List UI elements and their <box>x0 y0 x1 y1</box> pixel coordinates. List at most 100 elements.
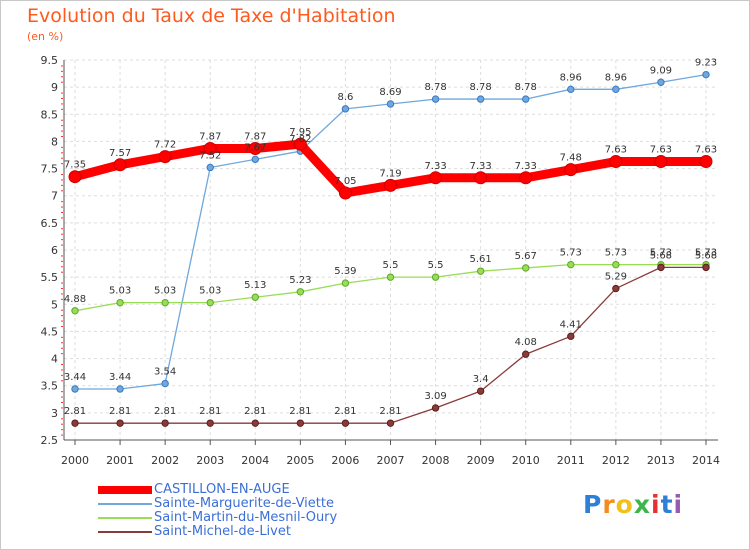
y-minor-tick <box>61 434 63 436</box>
y-minor-tick <box>61 201 63 203</box>
data-point-sainte-marguerite <box>522 95 530 103</box>
data-label-sainte-marguerite: 3.54 <box>154 367 176 378</box>
y-minor-tick <box>61 174 63 175</box>
x-tick-label: 2001 <box>106 454 134 467</box>
y-tick-label: 3 <box>51 407 58 420</box>
series-layer <box>68 70 713 427</box>
data-point-saint-michel <box>251 419 259 427</box>
y-minor-tick <box>61 146 63 148</box>
logo-letter: t <box>660 490 674 519</box>
data-point-castillon <box>384 178 397 192</box>
proxiti-logo: Proxiti <box>583 490 683 519</box>
data-point-castillon <box>68 170 82 184</box>
data-label-saint-michel: 2.81 <box>244 406 266 417</box>
data-label-sainte-marguerite: 3.44 <box>64 372 86 383</box>
data-point-sainte-marguerite <box>612 85 620 94</box>
y-minor-tick <box>61 347 63 349</box>
y-tick-label: 4.5 <box>41 325 59 338</box>
data-label-saint-martin: 5.23 <box>289 275 311 286</box>
logo-letter: i <box>673 490 684 519</box>
y-minor-tick <box>61 125 63 127</box>
y-minor-tick <box>61 320 63 322</box>
data-point-saint-martin <box>612 260 620 269</box>
data-label-sainte-marguerite: 8.78 <box>515 82 537 93</box>
data-point-castillon <box>474 171 488 185</box>
y-minor-tick <box>61 380 63 382</box>
y-minor-tick <box>61 298 63 300</box>
data-label-saint-martin: 5.39 <box>334 266 356 277</box>
data-label-saint-michel: 5.68 <box>650 250 672 261</box>
x-tick-label: 2014 <box>692 454 720 467</box>
y-tick-label: 4 <box>51 353 58 366</box>
data-point-saint-michel <box>116 419 124 427</box>
data-point-saint-martin <box>567 260 575 269</box>
y-minor-tick <box>61 255 63 257</box>
logo-letter: i <box>651 490 661 519</box>
data-label-sainte-marguerite: 8.96 <box>560 72 582 83</box>
x-tick-label: 2003 <box>196 454 224 467</box>
logo-letter: x <box>633 490 651 519</box>
data-point-sainte-marguerite <box>431 95 440 103</box>
data-point-saint-michel <box>476 387 485 395</box>
data-point-saint-martin <box>206 298 214 307</box>
y-minor-tick <box>61 429 63 431</box>
chart-subtitle: (en %) <box>27 30 64 43</box>
data-point-castillon <box>519 171 533 185</box>
data-point-sainte-marguerite <box>161 379 169 388</box>
y-minor-tick <box>61 282 63 284</box>
data-point-sainte-marguerite <box>702 70 710 79</box>
data-point-saint-michel <box>522 350 530 358</box>
legend-label-sainte-marguerite: Sainte-Marguerite-de-Viette <box>154 496 334 511</box>
y-tick-label: 8 <box>51 135 58 148</box>
x-tick-label: 2006 <box>331 454 359 467</box>
y-minor-tick <box>61 130 63 132</box>
data-point-saint-martin <box>161 298 169 307</box>
data-label-castillon: 7.48 <box>560 153 582 164</box>
y-minor-tick <box>61 260 63 262</box>
data-label-castillon: 7.95 <box>289 127 311 138</box>
data-point-saint-michel <box>161 419 169 427</box>
y-minor-tick <box>61 402 63 403</box>
data-point-sainte-marguerite <box>567 85 575 94</box>
data-label-sainte-marguerite: 7.52 <box>199 150 221 161</box>
y-minor-tick <box>61 271 63 273</box>
y-tick-label: 6.5 <box>41 217 59 230</box>
logo-letter: o <box>615 490 634 519</box>
data-label-sainte-marguerite: 7.82 <box>289 134 311 145</box>
y-minor-tick <box>61 336 63 338</box>
y-minor-tick <box>61 288 63 289</box>
data-label-saint-martin: 5.5 <box>428 260 444 271</box>
data-label-saint-michel: 2.81 <box>109 406 131 417</box>
y-minor-tick <box>61 353 63 355</box>
legend-label-saint-martin: Saint-Martin-du-Mesnil-Oury <box>154 510 338 525</box>
y-minor-tick <box>61 396 63 398</box>
data-point-castillon <box>113 158 127 172</box>
data-label-saint-martin: 4.88 <box>64 294 86 305</box>
data-label-sainte-marguerite: 9.09 <box>650 65 672 76</box>
data-point-saint-michel <box>296 419 305 427</box>
y-minor-tick <box>61 108 63 110</box>
data-label-saint-michel: 4.08 <box>515 337 537 348</box>
data-label-saint-michel: 2.81 <box>64 406 86 417</box>
data-point-castillon <box>158 150 172 164</box>
data-point-castillon <box>203 141 217 155</box>
y-minor-tick <box>61 217 63 219</box>
y-minor-tick <box>61 233 63 235</box>
data-point-saint-martin <box>296 288 305 296</box>
data-label-saint-martin: 5.13 <box>244 280 266 291</box>
data-label-castillon: 7.33 <box>424 161 446 172</box>
data-label-saint-michel: 2.81 <box>289 406 311 417</box>
data-point-saint-martin <box>522 264 530 272</box>
data-point-saint-martin <box>476 267 485 275</box>
data-label-castillon: 7.87 <box>199 131 221 142</box>
y-tick-label: 2.5 <box>41 434 59 447</box>
data-point-sainte-marguerite <box>251 155 259 164</box>
data-label-saint-martin: 5.73 <box>695 248 717 259</box>
data-label-castillon: 7.72 <box>154 140 176 151</box>
x-tick-label: 2002 <box>151 454 179 467</box>
data-point-castillon <box>338 186 352 200</box>
y-minor-tick <box>61 212 63 213</box>
data-point-saint-martin <box>251 293 259 301</box>
x-tick-label: 2012 <box>602 454 630 467</box>
